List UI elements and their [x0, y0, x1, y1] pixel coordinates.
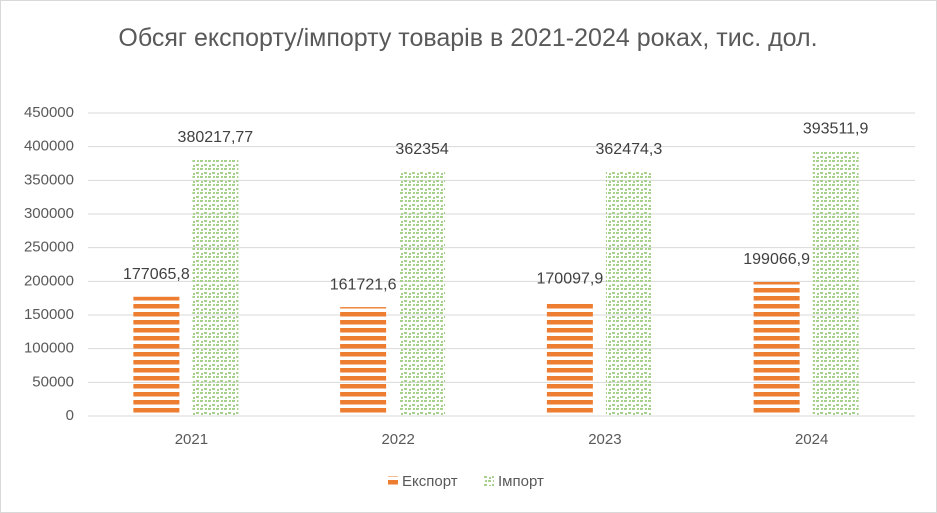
y-tick-label: 50000 [32, 373, 74, 390]
legend-label: Імпорт [498, 473, 544, 490]
x-tick-label: 2022 [381, 431, 414, 448]
data-label: 161721,6 [330, 276, 397, 293]
chart-title: Обсяг експорту/імпорту товарів в 2021-20… [118, 24, 818, 52]
y-tick-label: 0 [66, 407, 74, 424]
bar [133, 296, 180, 416]
bar [399, 172, 446, 416]
y-tick-label: 350000 [24, 171, 74, 188]
bar [340, 307, 387, 416]
legend-swatch [388, 476, 398, 486]
legend-label: Експорт [402, 473, 458, 490]
y-tick-label: 450000 [24, 104, 74, 121]
bar [605, 171, 652, 416]
bar [753, 281, 800, 416]
legend-swatch [484, 476, 494, 486]
data-label: 393511,9 [803, 120, 869, 137]
data-label: 177065,8 [123, 266, 190, 283]
y-tick-label: 150000 [24, 306, 74, 323]
data-label: 362474,3 [596, 141, 663, 158]
y-tick-label: 250000 [24, 239, 74, 256]
y-tick-label: 400000 [24, 138, 74, 155]
x-tick-label: 2021 [175, 431, 208, 448]
data-label: 380217,77 [178, 129, 254, 146]
bar [812, 151, 859, 416]
x-tick-label: 2024 [795, 431, 828, 448]
bar [192, 159, 239, 416]
data-label: 199066,9 [743, 251, 810, 268]
x-tick-label: 2023 [588, 431, 621, 448]
data-label: 170097,9 [537, 271, 604, 288]
data-label: 362354 [395, 141, 448, 158]
bar [546, 301, 593, 416]
y-tick-label: 100000 [24, 340, 74, 357]
y-tick-label: 200000 [24, 272, 74, 289]
y-tick-label: 300000 [24, 205, 74, 222]
